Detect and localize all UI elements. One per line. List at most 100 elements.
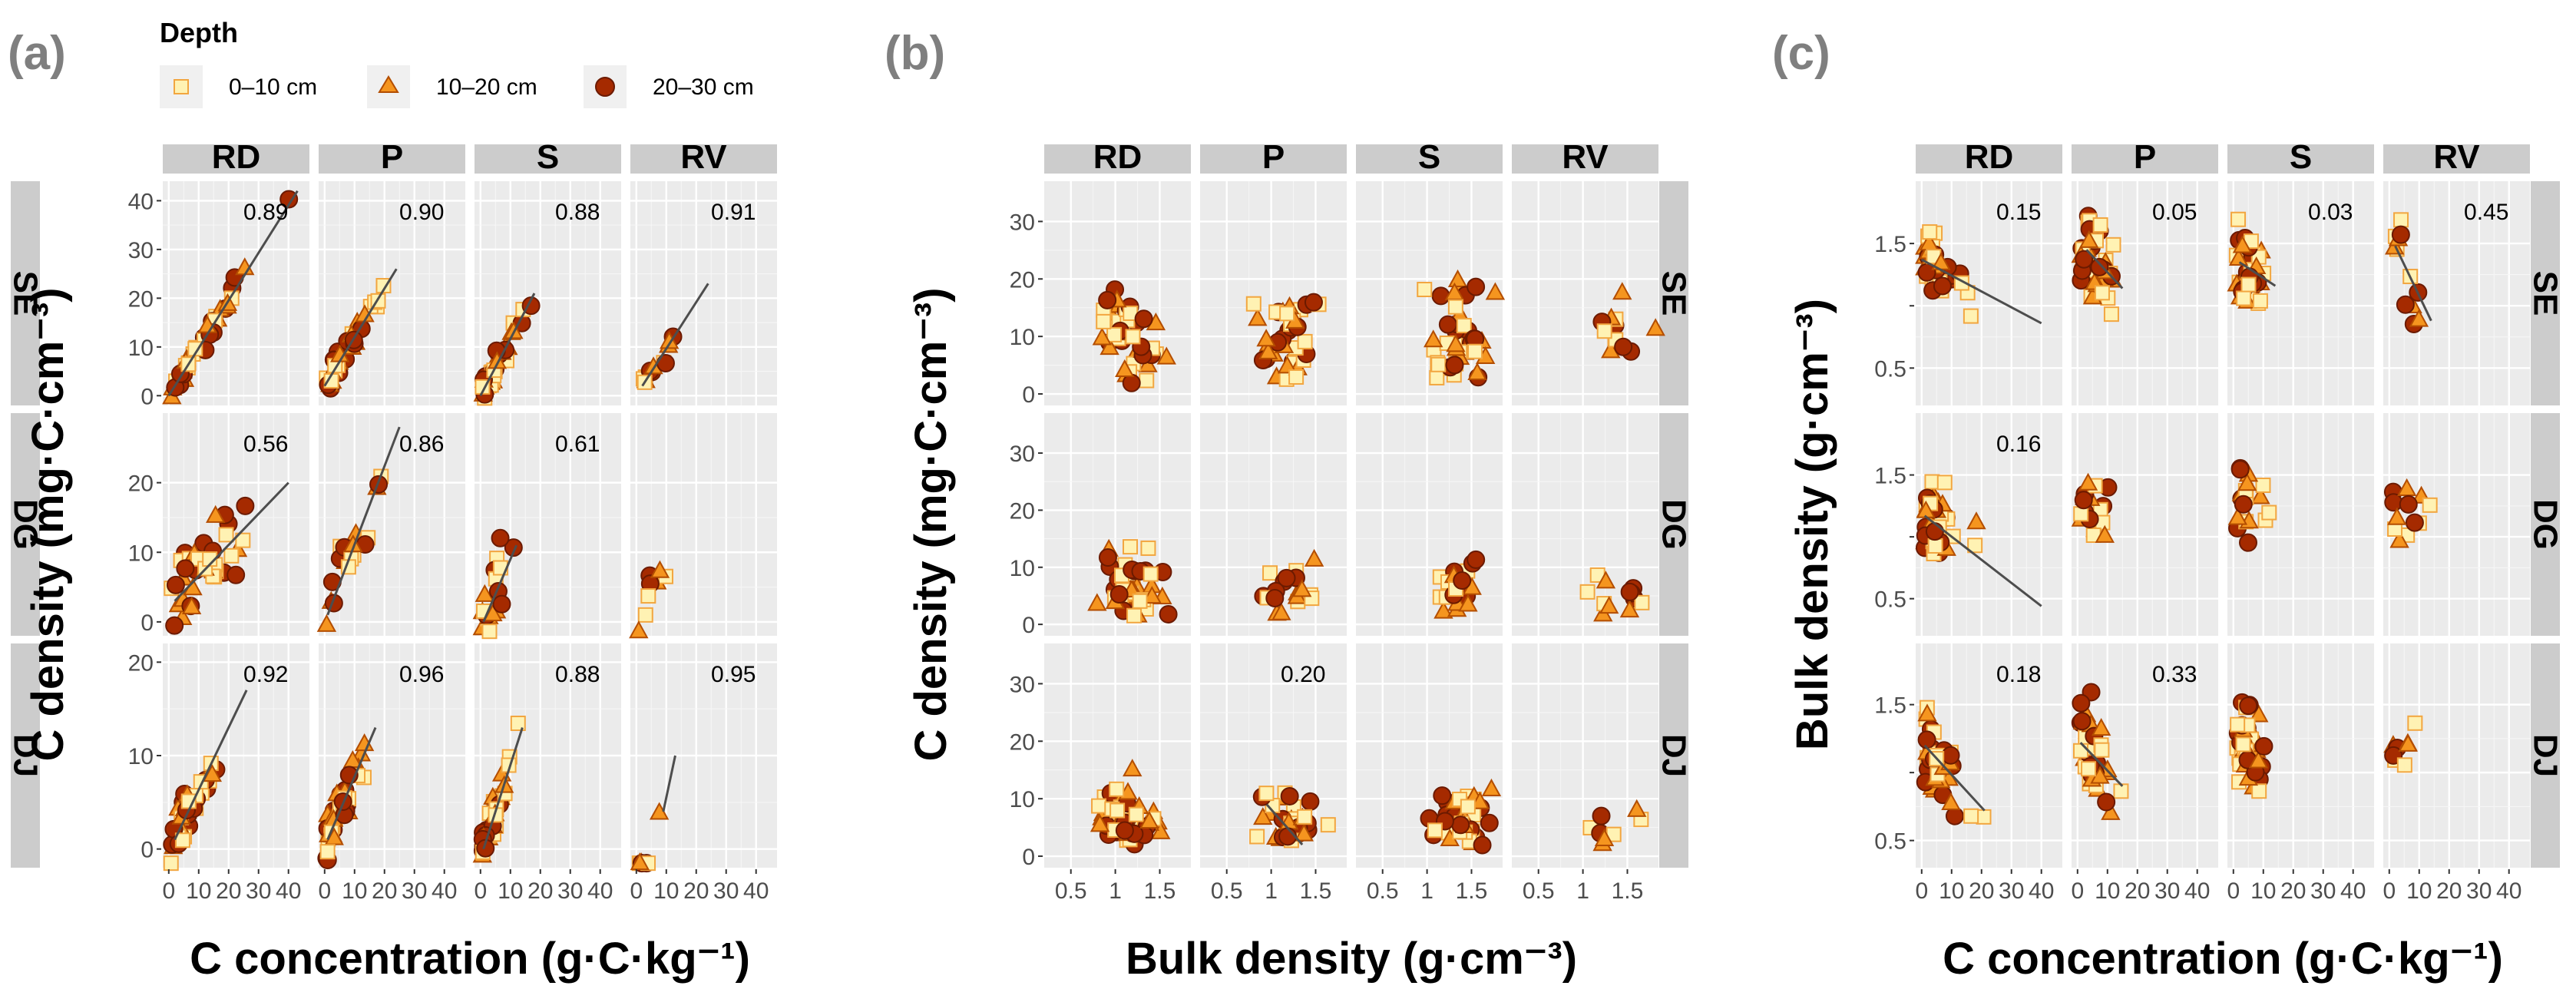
data-point: [1467, 343, 1483, 359]
row-strip-label-DG: DG: [2527, 499, 2564, 550]
data-point: [1090, 814, 1110, 832]
facet-c-DG-P: [2071, 413, 2218, 636]
data-point: [1109, 802, 1126, 819]
data-point: [1592, 806, 1611, 825]
regression-line: [2394, 245, 2432, 322]
data-point: [1249, 829, 1265, 845]
data-point: [163, 855, 179, 872]
data-point: [1123, 759, 1143, 777]
data-point: [1473, 835, 1492, 855]
x-tick-label: 20: [216, 878, 241, 904]
data-point: [650, 560, 670, 578]
y-tick-label: 10: [128, 744, 154, 769]
data-point: [1297, 809, 1313, 825]
chart-b: (b) RD P S RV SE 0 10 20 30 DG 0 10 20 30 DJ 0 10 20 30 0.20…: [885, 27, 1693, 984]
data-point: [1106, 326, 1123, 342]
column-strip-P: [319, 144, 465, 174]
data-point: [1304, 293, 1323, 312]
facet-c-DJ-S: [2227, 643, 2374, 868]
y-tick-label: 20: [1010, 498, 1035, 524]
data-point: [1917, 730, 1936, 749]
x-tick-label: 10: [1939, 878, 1964, 904]
data-point: [1917, 703, 1937, 722]
data-point: [316, 614, 337, 632]
column-strip-RD: [1916, 144, 2062, 174]
legend-item-10-20cm: 10–20 cm: [367, 65, 537, 108]
data-point: [1447, 269, 1468, 288]
y-tick-label: 30: [128, 238, 154, 263]
data-point: [1417, 281, 1433, 297]
data-point: [1485, 282, 1506, 300]
data-point: [375, 278, 392, 294]
data-point: [1470, 791, 1490, 809]
column-strip-RV: [2383, 144, 2530, 174]
column-strip-label-S: S: [1418, 138, 1440, 176]
data-point: [319, 844, 336, 860]
x-tick-label: 30: [2466, 878, 2492, 904]
x-tick-label: 20: [372, 878, 397, 904]
data-point: [2254, 736, 2273, 756]
x-axis-title: C concentration (g·C·kg⁻¹): [1943, 934, 2503, 984]
data-point: [2396, 295, 2415, 314]
r-squared-label: 0.86: [399, 432, 444, 457]
row-strip-DJ: [1659, 643, 1688, 868]
data-point: [1429, 369, 1445, 385]
data-point: [1963, 808, 1979, 824]
data-point: [2091, 718, 2111, 736]
x-tick-label: 40: [2496, 878, 2521, 904]
data-point: [1433, 600, 1453, 619]
data-point: [1122, 373, 1141, 392]
regression-line: [479, 293, 536, 397]
data-point: [1096, 313, 1112, 329]
r-squared-label: 0.33: [2152, 662, 2197, 687]
column-strip-label-S: S: [537, 138, 559, 176]
r-squared-label: 0.61: [555, 432, 600, 457]
facet-b-SE-P: [1200, 181, 1347, 405]
y-axis-title: Bulk density (g·cm⁻³): [1787, 299, 1837, 750]
data-point: [640, 588, 656, 604]
data-point: [1427, 822, 1443, 839]
data-point: [2409, 309, 2429, 327]
x-tick-label: 10: [2406, 878, 2432, 904]
data-point: [2261, 504, 2277, 521]
data-point: [1445, 356, 1464, 375]
facet-a-DJ-S: 0.88: [472, 643, 621, 868]
data-point: [1614, 337, 1633, 356]
data-point: [1109, 585, 1129, 604]
y-tick-label: 0: [1022, 845, 1035, 870]
column-strip-S: [475, 144, 621, 174]
r-squared-label: 0.90: [399, 200, 444, 225]
column-strip-label-P: P: [2134, 138, 2156, 176]
facet-b-SE-RD: [1044, 181, 1191, 405]
legend-item-0-10cm: 0–10 cm: [160, 65, 317, 108]
data-point: [2072, 743, 2088, 759]
facet-b-DJ-RD: [1044, 643, 1191, 868]
data-point: [1941, 792, 1961, 810]
x-tick-label: 20: [683, 878, 709, 904]
column-strip-label-P: P: [381, 138, 403, 176]
data-point: [1301, 792, 1320, 811]
y-tick-label: 20: [128, 650, 154, 676]
x-tick-label: 30: [2310, 878, 2336, 904]
regression-line: [323, 268, 398, 387]
row-strip-DG: [2531, 413, 2560, 636]
data-point: [2396, 478, 2417, 496]
row-strip-SE: [1659, 181, 1688, 405]
data-point: [2075, 250, 2094, 269]
y-tick-label: 20: [128, 286, 154, 312]
y-tick-label: 0: [141, 838, 154, 863]
data-point: [2103, 306, 2119, 323]
facet-b-DJ-P: 0.20: [1200, 643, 1347, 868]
y-tick-label: 20: [1010, 267, 1035, 293]
x-tick-label: 40: [743, 878, 769, 904]
data-point: [2422, 497, 2438, 513]
y-tick-label: 20: [128, 471, 154, 497]
row-strip-label-SE: SE: [7, 271, 45, 316]
facet-c-SE-RD: 0.15: [1915, 181, 2062, 405]
facet-b-DJ-S: [1356, 643, 1503, 868]
r-squared-label: 0.92: [243, 662, 288, 687]
data-point: [2384, 493, 2403, 512]
data-point: [1277, 356, 1298, 374]
